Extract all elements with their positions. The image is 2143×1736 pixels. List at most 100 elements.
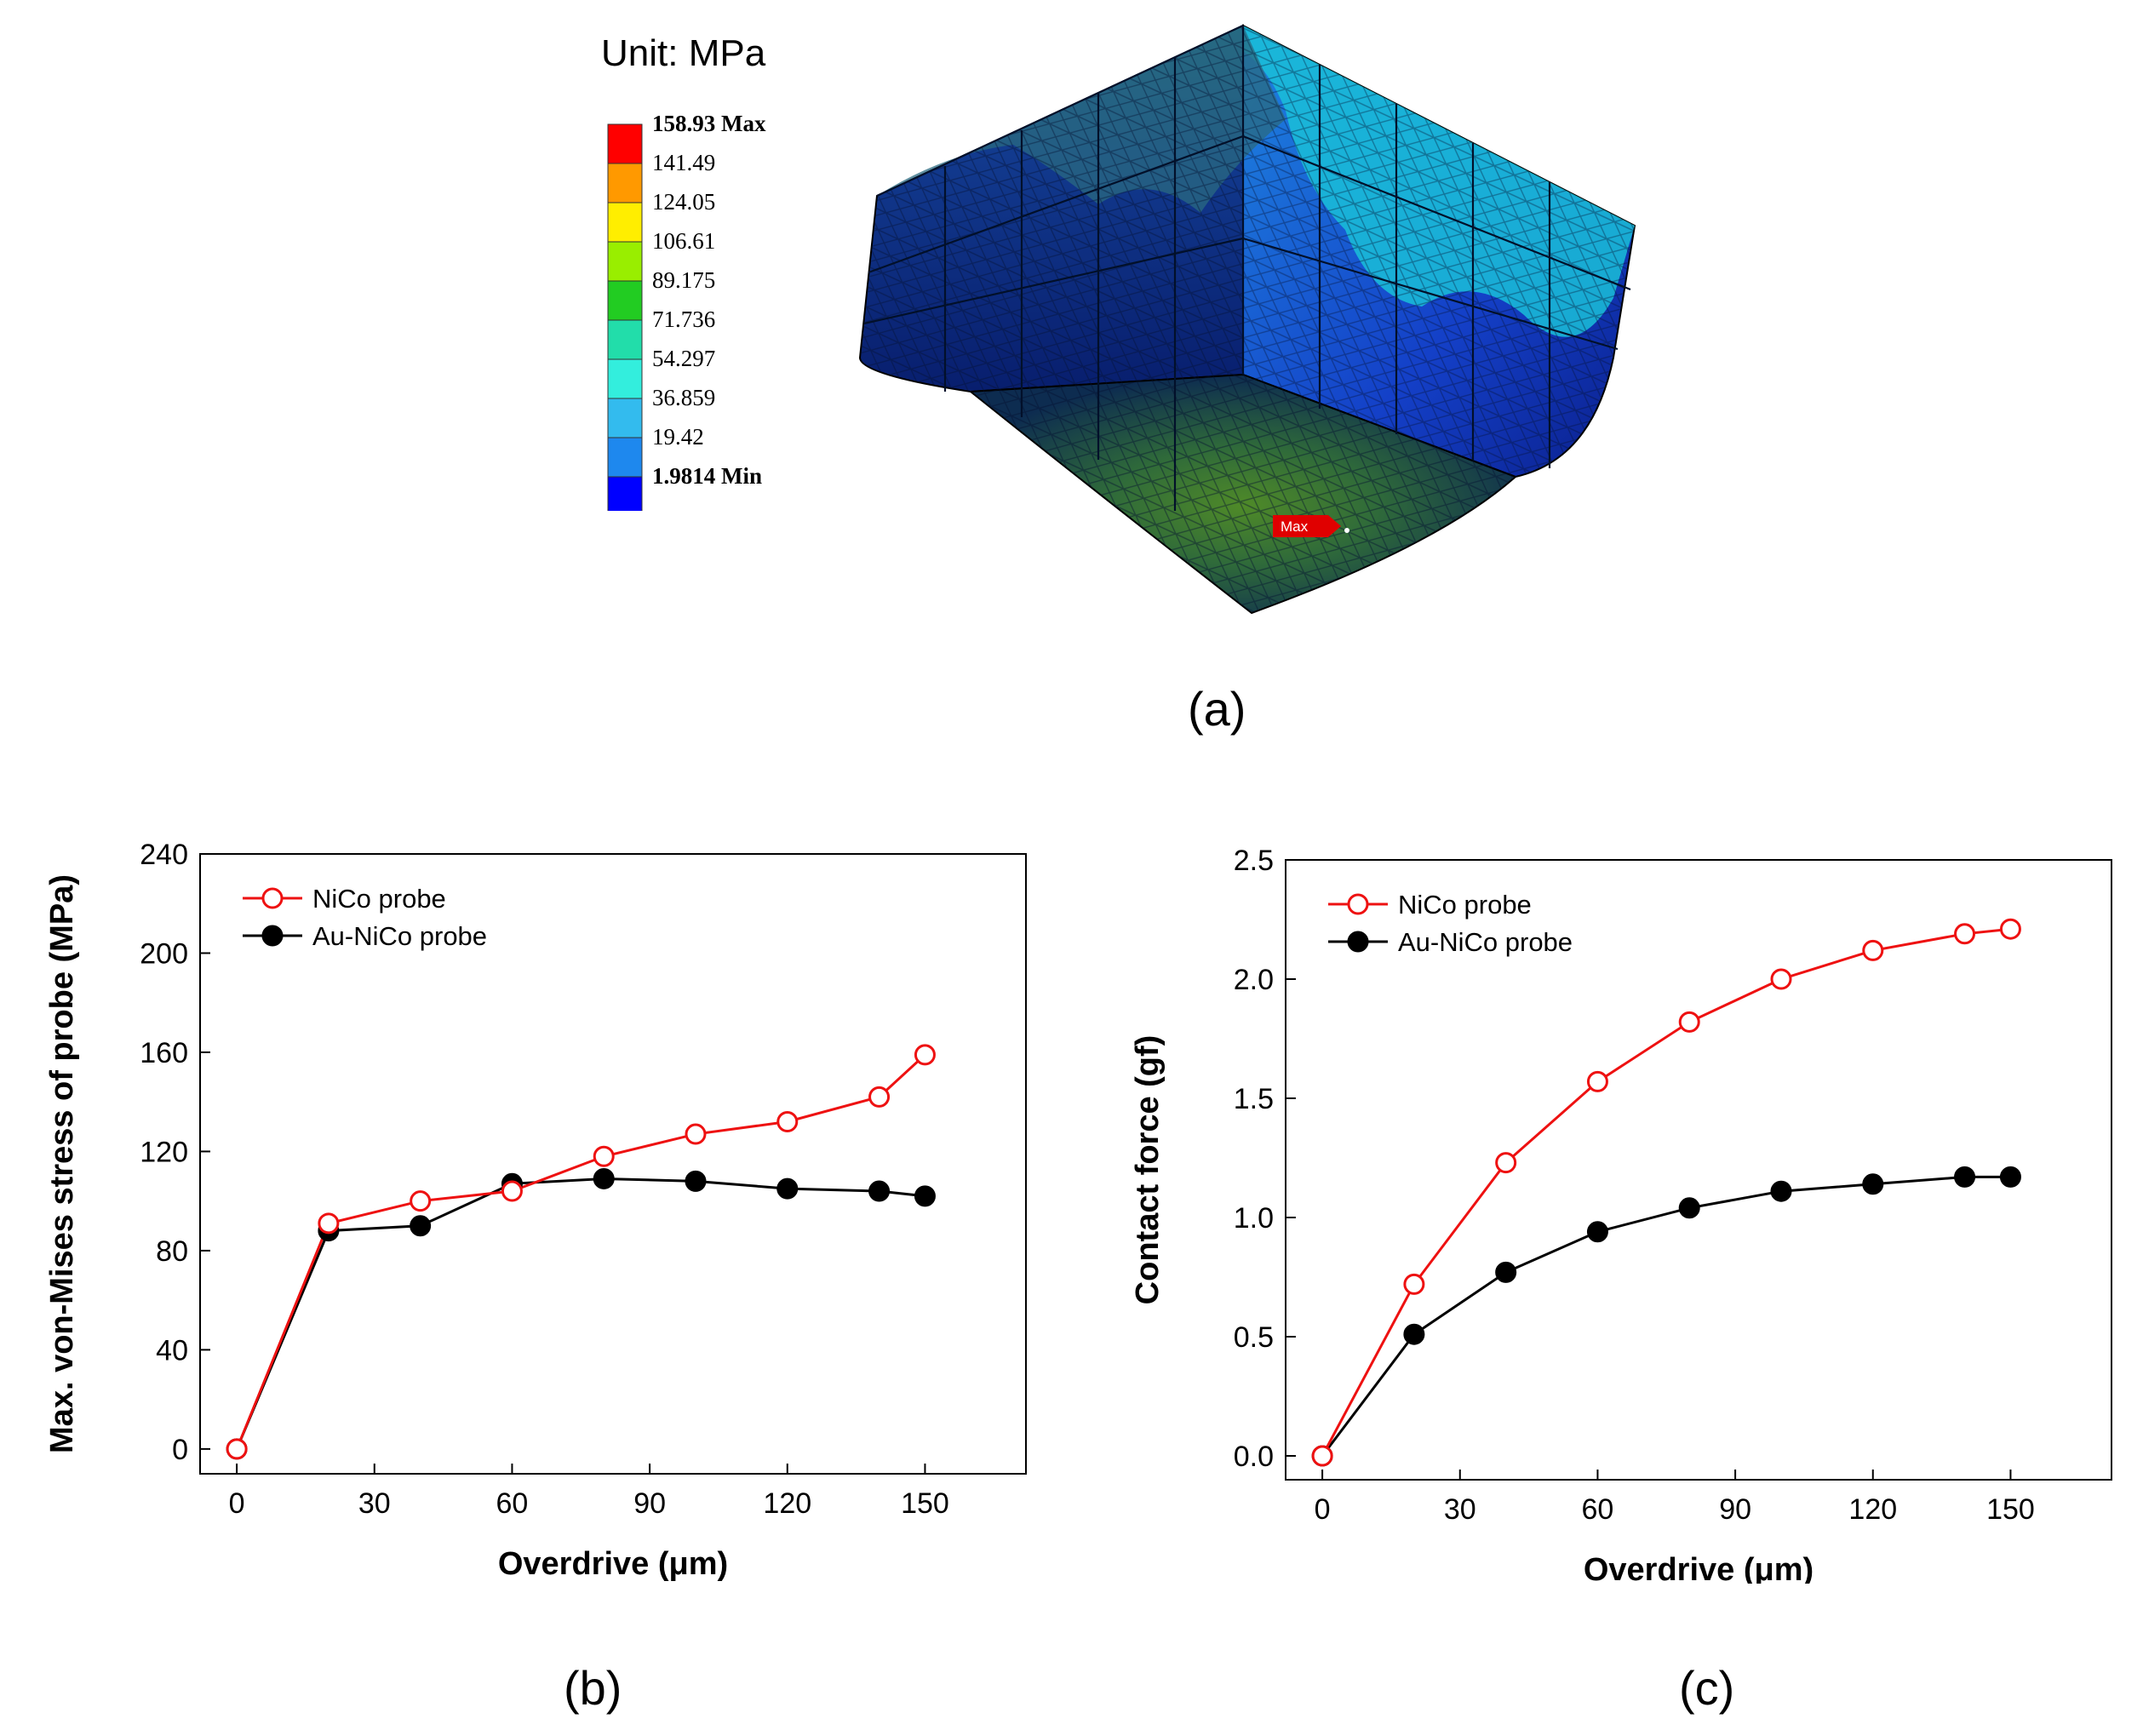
legend-label: NiCo probe xyxy=(312,884,446,914)
y-tick-label: 40 xyxy=(156,1334,188,1366)
y-axis-label: Max. von-Mises stress of probe (MPa) xyxy=(44,874,80,1453)
y-tick-label: 0.5 xyxy=(1234,1321,1274,1354)
data-point xyxy=(593,1167,615,1189)
stress-chart: 0 30 60 90 120 150 0 40 80 120 160 200 240 Overdrive … xyxy=(44,839,1027,1582)
data-point xyxy=(1495,1261,1517,1283)
y-tick-label: 2.0 xyxy=(1234,964,1274,996)
y-axis-label: Contact force (gf) xyxy=(1132,1035,1166,1305)
legend-label: 89.175 xyxy=(652,267,715,293)
legend-label: 36.859 xyxy=(652,385,715,410)
y-tick-label: 120 xyxy=(140,1136,188,1168)
legend-label: 141.49 xyxy=(652,150,715,175)
legend-swatch xyxy=(607,437,643,478)
x-tick-label: 0 xyxy=(1315,1493,1331,1526)
data-point xyxy=(776,1110,799,1132)
data-point xyxy=(593,1145,615,1167)
legend-label: Au-NiCo probe xyxy=(1398,927,1573,957)
legend-swatch xyxy=(607,202,643,243)
x-tick-label: 120 xyxy=(763,1487,811,1520)
plot-frame xyxy=(1285,859,2112,1481)
data-point xyxy=(1770,1180,1792,1202)
legend-swatch xyxy=(607,280,643,321)
data-point xyxy=(914,1044,936,1066)
data-point xyxy=(410,1190,432,1212)
x-tick-label: 90 xyxy=(1719,1493,1751,1526)
data-point xyxy=(1495,1152,1517,1174)
y-tick-label: 240 xyxy=(140,839,188,871)
x-tick-label: 150 xyxy=(1986,1493,2035,1526)
legend-swatch xyxy=(607,319,643,360)
data-point xyxy=(1586,1070,1608,1092)
y-tick-label: 0 xyxy=(172,1434,188,1466)
legend-label: 158.93 Max xyxy=(652,111,766,136)
legend-label: Au-NiCo probe xyxy=(312,921,487,951)
data-point xyxy=(1862,1173,1884,1195)
legend-swatch xyxy=(607,123,643,164)
x-tick-label: 30 xyxy=(358,1487,391,1520)
legend-label: 19.42 xyxy=(652,424,704,450)
legend-label: 71.736 xyxy=(652,307,715,332)
legend-swatch xyxy=(607,241,643,282)
panel-label-c: (c) xyxy=(1679,1661,1735,1715)
x-tick-label: 90 xyxy=(633,1487,666,1520)
data-point xyxy=(685,1170,707,1192)
fea-stress-model: Max xyxy=(858,24,1636,615)
legend-marker xyxy=(261,887,284,909)
legend-swatch xyxy=(607,476,643,511)
data-point xyxy=(226,1438,248,1460)
contour-legend: 158.93 Max 141.49 124.05 106.61 89.175 71.736… xyxy=(607,111,766,511)
x-tick-label: 0 xyxy=(229,1487,245,1520)
data-point xyxy=(1678,1197,1700,1219)
data-point xyxy=(1403,1273,1425,1295)
legend-swatch xyxy=(607,358,643,399)
x-tick-label: 120 xyxy=(1848,1493,1897,1526)
legend-label: 1.9814 Min xyxy=(652,463,762,489)
contact-force-chart: 0 30 60 90 120 150 0.0 0.5 1.0 1.5 2.0 2.5 Overdrive… xyxy=(1132,845,2112,1584)
legend-marker xyxy=(261,925,284,947)
y-tick-label: 2.5 xyxy=(1234,845,1274,877)
data-point xyxy=(868,1180,891,1202)
data-point xyxy=(914,1185,936,1207)
series-line xyxy=(235,1053,926,1450)
data-point xyxy=(1403,1323,1425,1345)
series-line xyxy=(1321,1175,2011,1457)
panel-label-a: (a) xyxy=(1188,682,1246,736)
y-tick-label: 160 xyxy=(140,1037,188,1069)
data-point xyxy=(1999,1166,2021,1188)
data-point xyxy=(1862,939,1884,961)
data-point xyxy=(868,1086,891,1108)
data-point xyxy=(1586,1221,1608,1243)
panel-label-b: (b) xyxy=(564,1661,622,1715)
legend-marker xyxy=(1347,931,1369,953)
legend-swatch xyxy=(607,398,643,438)
y-tick-label: 80 xyxy=(156,1235,188,1268)
y-tick-label: 1.0 xyxy=(1234,1202,1274,1235)
y-tick-label: 1.5 xyxy=(1234,1083,1274,1115)
data-point xyxy=(318,1212,340,1235)
data-point xyxy=(776,1177,799,1200)
x-axis-label: Overdrive (μm) xyxy=(1584,1552,1814,1584)
x-tick-label: 60 xyxy=(496,1487,529,1520)
legend-swatch xyxy=(607,163,643,203)
svg-text:Max: Max xyxy=(1281,519,1309,535)
x-tick-label: 60 xyxy=(1582,1493,1614,1526)
max-marker: Max xyxy=(1273,515,1349,537)
legend-label: NiCo probe xyxy=(1398,890,1532,920)
legend-label: 124.05 xyxy=(652,189,715,215)
data-point xyxy=(1311,1445,1333,1467)
legend-label: 106.61 xyxy=(652,228,715,254)
series-line xyxy=(1321,927,2011,1457)
x-tick-label: 150 xyxy=(901,1487,949,1520)
legend-marker xyxy=(1347,893,1369,915)
data-point xyxy=(501,1180,523,1202)
plot-frame xyxy=(199,853,1027,1475)
legend-unit-title: Unit: MPa xyxy=(601,32,766,74)
y-tick-label: 0.0 xyxy=(1234,1441,1274,1473)
data-point xyxy=(1999,918,2021,940)
data-point xyxy=(1770,968,1792,990)
y-tick-label: 200 xyxy=(140,937,188,970)
data-point xyxy=(1954,923,1976,945)
x-axis-label: Overdrive (μm) xyxy=(498,1546,728,1582)
legend-label: 54.297 xyxy=(652,346,715,371)
data-point xyxy=(685,1123,707,1145)
